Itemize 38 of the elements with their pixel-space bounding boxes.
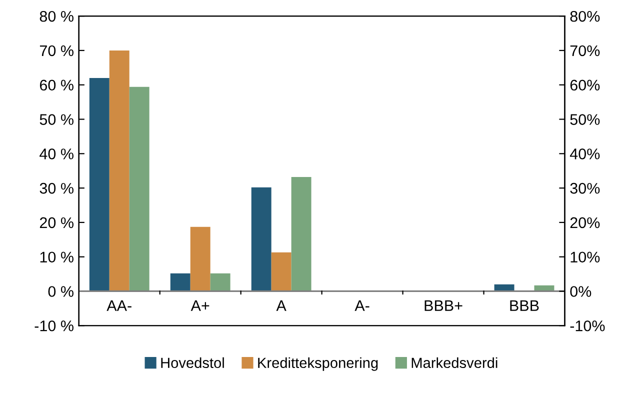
y2-tick-label: 70% bbox=[570, 45, 600, 56]
y-tick-label: 60 % bbox=[40, 80, 74, 91]
legend-label: Hovedstol bbox=[161, 357, 224, 368]
y-tick-label: 10 % bbox=[40, 252, 74, 263]
bar bbox=[109, 50, 130, 292]
y-tick-label: 30 % bbox=[40, 182, 74, 194]
x-tick-label: A- bbox=[354, 300, 370, 311]
y2-tick-label: 40% bbox=[570, 148, 600, 160]
bar bbox=[89, 78, 110, 292]
y2-tick-label: 60% bbox=[570, 80, 600, 91]
x-tick-label: BBB bbox=[510, 300, 539, 311]
bar bbox=[291, 177, 312, 292]
legend-label: Kreditteksponering bbox=[258, 357, 378, 371]
y2-tick-label: 50% bbox=[570, 114, 600, 125]
y-tick-label: 70 % bbox=[40, 45, 74, 56]
y2-tick-label: 20% bbox=[570, 217, 600, 228]
x-tick-label: A bbox=[276, 300, 286, 311]
y-tick-label: 40 % bbox=[40, 148, 74, 160]
y2-tick-label: 0% bbox=[570, 286, 592, 297]
y2-tick-label: 10% bbox=[570, 252, 600, 263]
y2-tick-label: -10% bbox=[570, 320, 605, 332]
y2-tick-label: 30% bbox=[570, 182, 600, 194]
bar bbox=[129, 86, 150, 292]
bar bbox=[170, 273, 190, 292]
y-tick-label: -10 % bbox=[34, 320, 74, 332]
bar bbox=[190, 226, 210, 292]
bar bbox=[210, 273, 230, 292]
y-tick-label: 20 % bbox=[40, 217, 74, 228]
x-tick-label: A+ bbox=[190, 300, 210, 311]
x-tick-label: BBB+ bbox=[424, 300, 462, 311]
y-tick-label: 80 % bbox=[40, 10, 74, 22]
legend-label: Markedsverdi bbox=[412, 357, 498, 368]
x-tick-label: AA- bbox=[106, 300, 132, 311]
bar bbox=[251, 187, 272, 292]
bar bbox=[271, 252, 292, 292]
y2-tick-label: 80% bbox=[570, 10, 600, 22]
y-tick-label: 0 % bbox=[48, 286, 74, 297]
y-tick-label: 50 % bbox=[40, 114, 74, 125]
